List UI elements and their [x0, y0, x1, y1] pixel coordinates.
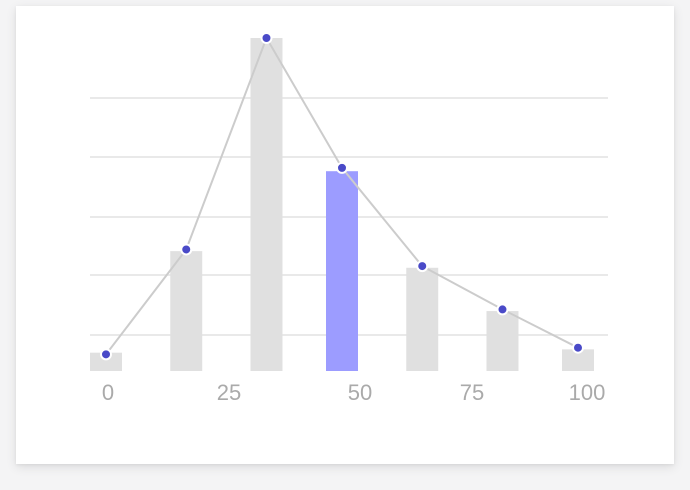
bar-2 — [250, 38, 283, 371]
x-tick-label: 100 — [569, 380, 606, 405]
line-point-3 — [336, 161, 348, 174]
line-point-6 — [572, 341, 584, 354]
x-axis-tick-labels: 0 25 50 75 100 — [102, 380, 605, 405]
line-point-5 — [496, 303, 509, 316]
line-point-2 — [260, 32, 273, 44]
x-tick-label: 0 — [102, 380, 114, 405]
highlighted-bar — [326, 171, 358, 371]
line-point-1 — [180, 243, 193, 256]
bar-0 — [90, 352, 122, 371]
line-point-4 — [416, 260, 429, 273]
bars — [90, 38, 594, 371]
x-tick-label: 50 — [348, 380, 372, 405]
line-points — [100, 32, 584, 361]
line-point-0 — [100, 348, 112, 361]
bar-1 — [170, 251, 203, 371]
bar-4 — [406, 267, 439, 371]
bar-6 — [562, 349, 594, 371]
x-tick-label: 75 — [460, 380, 484, 405]
x-tick-label: 25 — [217, 380, 241, 405]
bar-5 — [486, 311, 519, 371]
